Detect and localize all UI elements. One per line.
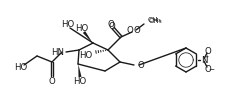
Text: O: O	[137, 60, 144, 70]
Text: O: O	[127, 25, 133, 34]
Text: O: O	[108, 19, 114, 28]
Text: O: O	[109, 22, 115, 30]
Text: HO: HO	[61, 19, 75, 28]
Text: N: N	[201, 56, 207, 65]
Text: CH₃: CH₃	[148, 17, 162, 23]
Text: HO: HO	[79, 51, 92, 59]
Text: +: +	[205, 54, 209, 59]
Text: O: O	[134, 25, 141, 34]
Text: O: O	[205, 47, 211, 56]
Polygon shape	[83, 31, 93, 43]
Text: HO: HO	[73, 77, 87, 86]
Text: HO: HO	[14, 63, 28, 73]
Polygon shape	[78, 64, 81, 77]
Text: CH₃: CH₃	[149, 18, 163, 24]
Text: −: −	[208, 67, 214, 73]
Text: HN: HN	[51, 48, 64, 56]
Text: O: O	[205, 65, 211, 74]
Text: HO: HO	[75, 24, 89, 33]
Text: O: O	[49, 77, 55, 85]
